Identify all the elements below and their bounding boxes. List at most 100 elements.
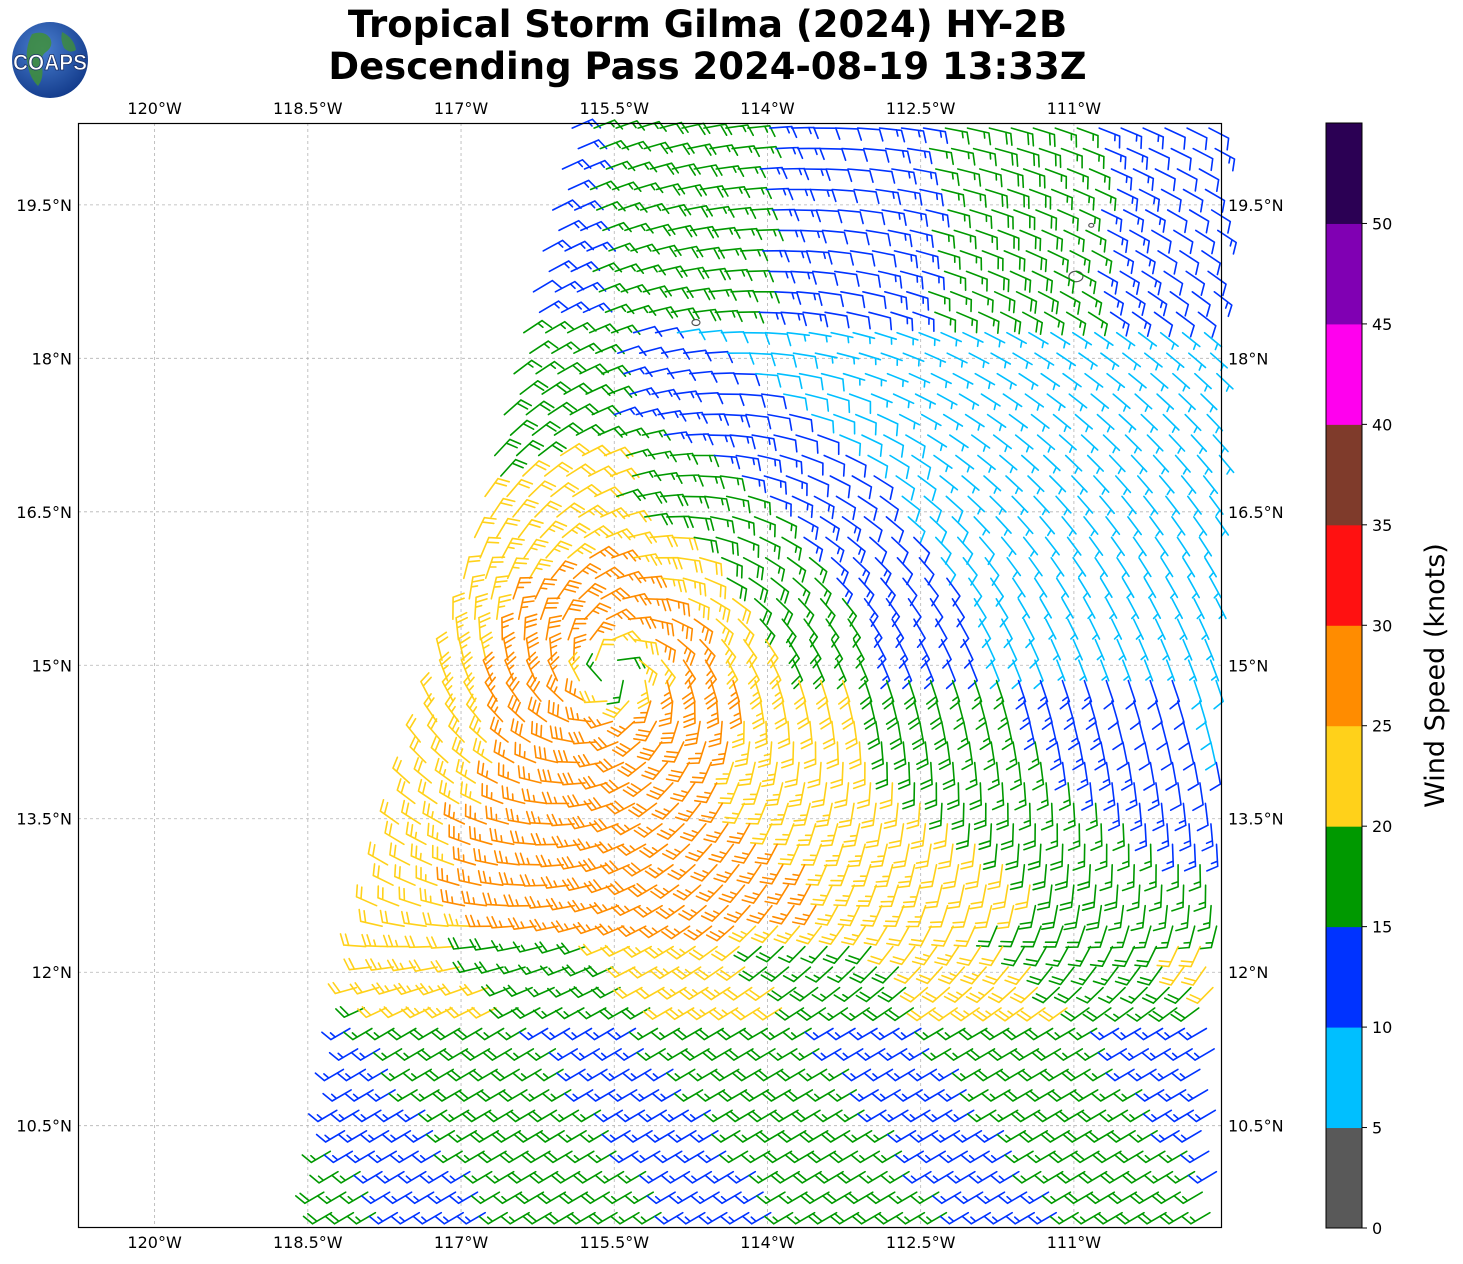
wind-barb — [874, 331, 897, 345]
wind-barb — [747, 659, 760, 690]
wind-barb — [1158, 475, 1175, 496]
wind-barb — [1088, 168, 1111, 191]
wind-barb — [1181, 331, 1201, 351]
wind-barb — [666, 515, 694, 529]
wind-barb — [716, 1027, 746, 1041]
wind-barb — [494, 438, 522, 457]
wind-barb — [807, 475, 830, 498]
wind-barb — [380, 1068, 410, 1082]
wind-barb — [678, 904, 707, 921]
wind-barb — [748, 352, 776, 367]
wind-barb — [480, 631, 493, 661]
wind-barb — [1018, 372, 1039, 390]
wind-barb — [1063, 904, 1081, 931]
wind-barb — [1193, 516, 1208, 537]
wind-barb — [884, 1007, 914, 1022]
wind-barb — [856, 127, 884, 142]
wind-barb — [1115, 1211, 1145, 1225]
wind-barb — [612, 741, 641, 757]
wind-barb — [768, 802, 789, 826]
wind-barb — [426, 1191, 457, 1205]
wind-barb — [778, 1191, 808, 1205]
wind-barb — [728, 925, 757, 943]
wind-barb — [1115, 475, 1132, 495]
wind-barb — [731, 145, 760, 158]
wind-barb — [594, 923, 625, 936]
wind-barb — [771, 208, 800, 222]
wind-barb — [1023, 618, 1035, 649]
wind-barb — [945, 659, 957, 690]
wind-barb — [958, 1027, 988, 1041]
wind-barb — [566, 463, 596, 477]
wind-barb — [908, 1130, 939, 1143]
wind-barb — [869, 843, 888, 868]
wind-barb — [558, 1191, 589, 1205]
wind-barb — [1037, 291, 1059, 315]
wind-barb — [465, 693, 482, 723]
wind-barb — [921, 986, 951, 1003]
wind-barb — [1081, 679, 1093, 710]
wind-barb — [594, 1170, 625, 1184]
wind-barb — [674, 802, 702, 822]
wind-barb — [836, 577, 853, 606]
wind-barb — [1147, 782, 1160, 811]
wind-barb — [605, 608, 636, 621]
wind-barb — [484, 556, 506, 580]
wind-barb — [572, 484, 602, 498]
wind-barb — [412, 1211, 443, 1225]
colorbar-tick-label: 10 — [1372, 1018, 1392, 1037]
wind-barb — [1108, 904, 1125, 931]
wind-barb — [886, 925, 910, 947]
wind-barb — [492, 1191, 523, 1205]
wind-barb — [1076, 1109, 1107, 1123]
wind-barb — [818, 291, 844, 308]
wind-barb — [1122, 352, 1142, 371]
wind-barb — [1019, 229, 1042, 252]
wind-barb — [704, 577, 727, 600]
wind-barb — [1176, 925, 1196, 950]
wind-barb — [583, 716, 614, 729]
wind-barb — [1101, 209, 1123, 233]
wind-barb — [1193, 598, 1205, 620]
wind-barb — [1143, 659, 1154, 682]
wind-barb — [664, 1007, 695, 1021]
wind-barb — [834, 782, 850, 809]
wind-barb — [807, 761, 822, 789]
wind-barb — [549, 725, 575, 743]
wind-barb — [795, 434, 819, 454]
graticule — [78, 123, 1222, 1228]
wind-barb — [740, 1150, 771, 1164]
colorbar-tick-label: 50 — [1372, 214, 1392, 233]
wind-barb — [1165, 577, 1179, 599]
wind-barb — [1092, 1150, 1122, 1164]
wind-barb — [365, 958, 394, 971]
wind-barb — [589, 818, 619, 833]
wind-barb — [803, 741, 817, 769]
wind-barb — [600, 944, 630, 957]
wind-barb — [1091, 250, 1113, 274]
wind-barb — [819, 823, 839, 847]
wind-barb — [973, 1068, 1003, 1082]
wind-barb — [841, 700, 854, 730]
wind-barb — [872, 1150, 903, 1164]
wind-barb — [693, 164, 723, 177]
wind-barb — [525, 651, 540, 682]
wind-barb — [491, 940, 521, 952]
wind-barb — [737, 536, 760, 558]
wind-barb — [607, 385, 638, 398]
wind-barb — [1198, 618, 1210, 640]
wind-barb — [723, 904, 751, 923]
wind-barb — [1049, 475, 1067, 495]
wind-barb — [636, 264, 666, 276]
wind-barb — [423, 693, 438, 723]
wind-barb — [468, 825, 493, 846]
wind-barb — [685, 843, 713, 862]
wind-barb — [439, 780, 460, 805]
wind-barb — [600, 860, 630, 875]
wind-barb — [874, 557, 892, 585]
wind-barb — [679, 986, 709, 1000]
wind-barb — [1108, 454, 1126, 475]
wind-barb — [875, 761, 889, 790]
wind-barb — [1151, 1191, 1181, 1205]
wind-barb — [1179, 823, 1192, 852]
